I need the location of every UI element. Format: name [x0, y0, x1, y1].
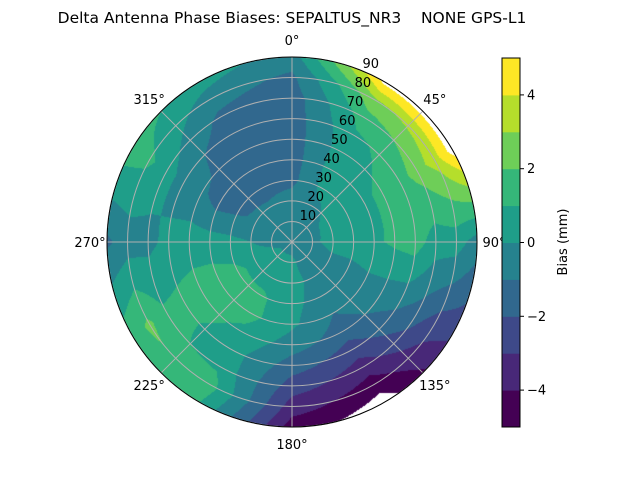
angle-label: 135°	[419, 379, 450, 394]
angle-label: 180°	[276, 438, 307, 453]
colorbar-band	[502, 205, 520, 243]
colorbar-band	[502, 168, 520, 207]
radial-label: 60	[339, 114, 356, 129]
radial-label: 70	[347, 95, 364, 110]
colorbar-band	[502, 316, 520, 354]
angle-label: 315°	[134, 93, 165, 108]
angle-label: 90°	[482, 236, 505, 251]
angular-gridline-315	[160, 110, 293, 243]
angle-label: 45°	[423, 93, 446, 108]
radial-label: 20	[307, 190, 324, 205]
angular-tick-labels: 0° 45° 90° 135° 180° 225° 270° 315°	[74, 34, 505, 453]
colorbar-label: Bias (mm)	[556, 209, 571, 276]
colorbar-band	[502, 94, 520, 133]
radial-label: 10	[300, 209, 317, 224]
colorbar-tick-label: 2	[527, 162, 535, 177]
angle-label: 0°	[285, 34, 300, 49]
colorbar-band	[502, 131, 520, 170]
radial-label: 50	[331, 133, 348, 148]
radial-label: 80	[355, 76, 372, 91]
colorbar-tick-label: −2	[527, 310, 546, 325]
angle-label: 270°	[74, 236, 105, 251]
colorbar-tick-label: −4	[527, 384, 546, 399]
colorbar-band	[502, 242, 520, 280]
colorbar-band	[502, 353, 520, 391]
radial-tick-labels: 10 20 30 40 50 60 70 80 90	[300, 57, 379, 224]
radial-label: 40	[323, 152, 340, 167]
chart-title: Delta Antenna Phase Biases: SEPALTUS_NR3…	[58, 9, 527, 28]
angle-label: 225°	[134, 379, 165, 394]
colorbar-tick-label: 4	[527, 88, 535, 103]
colorbar-band	[502, 390, 520, 428]
radial-label: 90	[363, 57, 380, 72]
polar-frame	[106, 56, 478, 428]
polar-grid	[106, 56, 478, 428]
colorbar: −4 −2 0 2 4	[501, 57, 546, 428]
angular-gridline-135	[291, 241, 424, 374]
colorbar-band	[502, 58, 520, 96]
radial-label: 30	[315, 171, 332, 186]
colorbar-band	[502, 279, 520, 317]
angular-gridline-45	[291, 110, 424, 243]
colorbar-tick-label: 0	[527, 236, 535, 251]
angular-gridline-225	[160, 241, 293, 374]
